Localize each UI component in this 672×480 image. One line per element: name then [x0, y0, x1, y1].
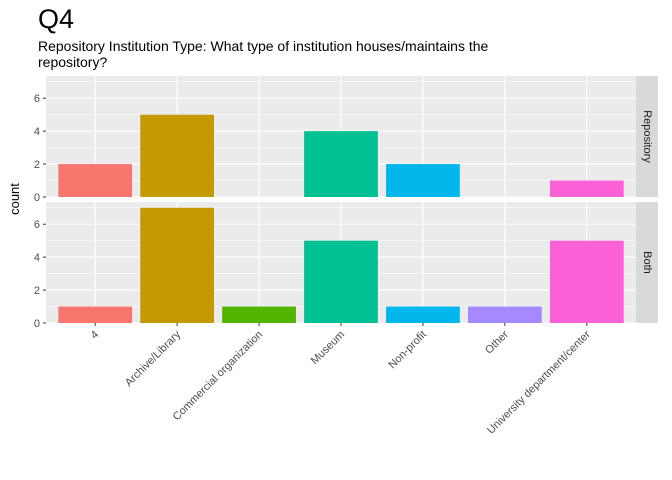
bar-both-7 [549, 240, 624, 323]
y-tick-label: 0 [34, 192, 40, 204]
y-tick-label: 6 [34, 219, 40, 231]
y-tick-label: 4 [34, 252, 40, 264]
facet-strip [636, 202, 658, 323]
facet-strip-label: Repository [641, 110, 653, 163]
x-tick-label: Archive/Library [123, 328, 184, 389]
bar-repository-7 [549, 180, 624, 197]
bar-both-2 [140, 207, 214, 323]
bar-both-5 [386, 306, 460, 323]
bar-repository-5 [386, 164, 460, 197]
y-axis-title: count [7, 183, 22, 215]
x-tick-label: 4 [88, 329, 101, 342]
bar-both-6 [468, 306, 542, 323]
x-tick-label: Other [483, 328, 511, 356]
x-tick-label: Non-profit [386, 329, 429, 372]
bar-both-4 [304, 240, 378, 323]
facet-strip-label: Both [641, 251, 653, 274]
y-tick-label: 0 [34, 318, 40, 330]
bar-both-3 [222, 306, 296, 323]
x-tick-label: Museum [309, 329, 347, 367]
x-tick-label: Commercial organization [171, 329, 266, 424]
bar-repository-1 [58, 164, 133, 197]
bar-repository-2 [140, 114, 214, 197]
chart-subtitle: Repository Institution Type: What type o… [38, 38, 489, 70]
y-tick-label: 6 [34, 93, 40, 105]
y-tick-label: 4 [34, 126, 40, 138]
bar-repository-4 [304, 131, 378, 197]
facet-strip [636, 76, 658, 197]
bar-both-1 [58, 306, 133, 323]
chart-title: Q4 [38, 4, 75, 34]
y-tick-label: 2 [34, 159, 40, 171]
y-tick-label: 2 [34, 285, 40, 297]
